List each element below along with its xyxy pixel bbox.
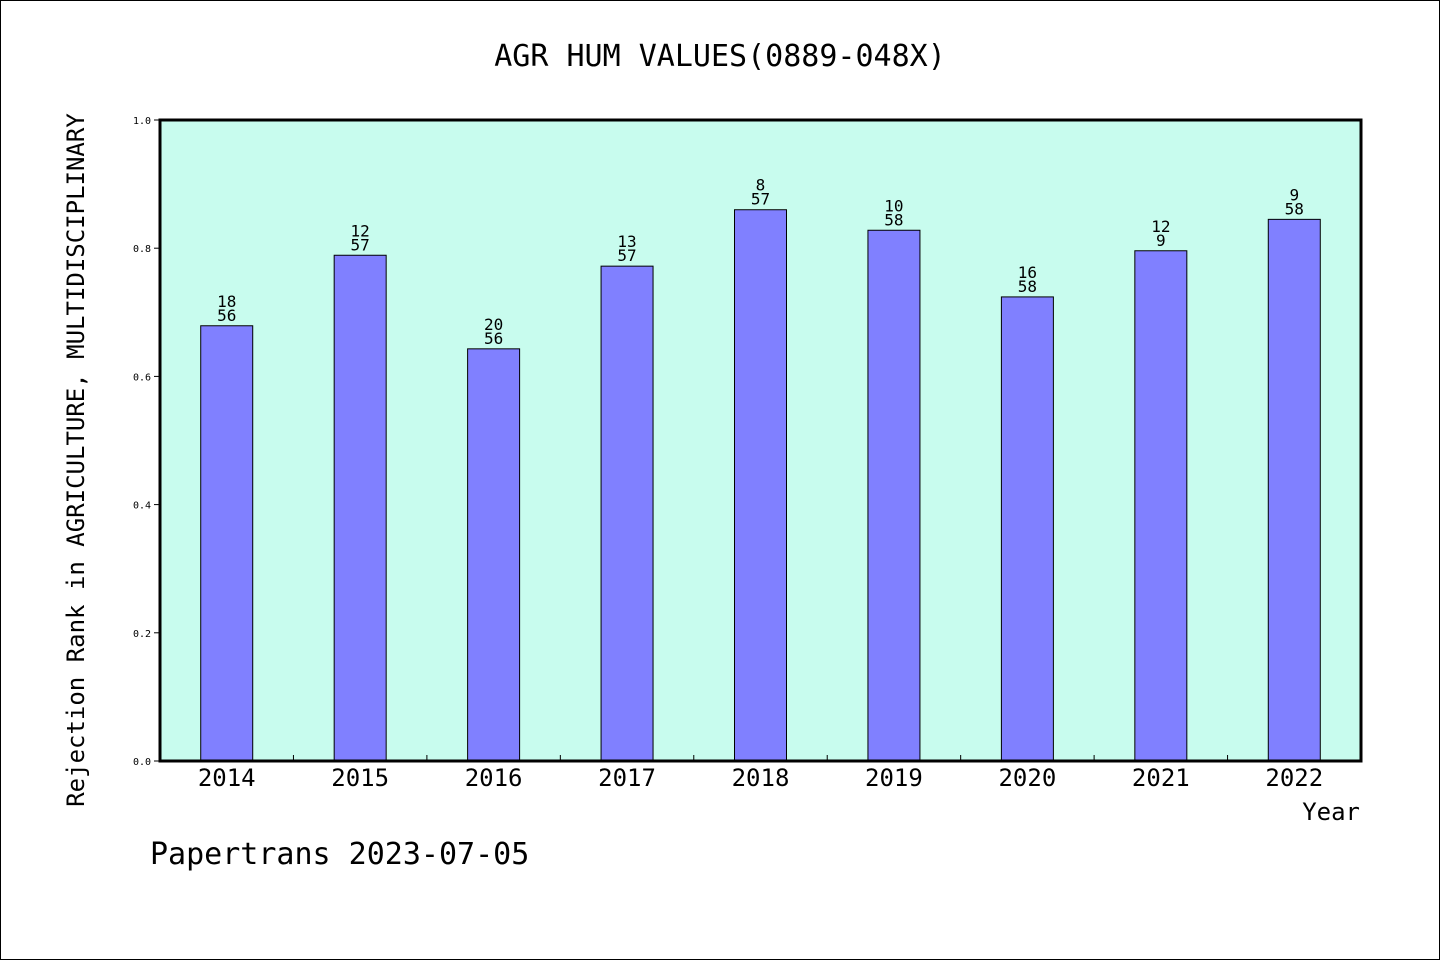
bar-2016 [467, 348, 521, 762]
x-tick-label: 2022 [1265, 764, 1323, 792]
x-tick-label: 2021 [1132, 764, 1190, 792]
x-tick-label: 2020 [998, 764, 1056, 792]
chart-title: AGR HUM VALUES(0889-048X) [494, 39, 946, 74]
bar-2022 [1267, 218, 1321, 762]
x-axis-label: Year [1302, 798, 1360, 826]
bar-2015 [333, 254, 387, 762]
x-tick-label: 2019 [865, 764, 923, 792]
bar-label-rank: 20 [484, 315, 503, 334]
bar-label-rank: 9 [1289, 185, 1299, 204]
bar-label-rank: 12 [1151, 217, 1170, 236]
bar-label-total: 9 [1156, 231, 1166, 250]
y-tick-label: 0.4 [133, 501, 151, 512]
bar-2017 [600, 265, 654, 762]
x-tick-label: 2018 [732, 764, 790, 792]
bar-2014 [200, 325, 254, 762]
bar-label-total: 58 [884, 210, 903, 229]
x-tick-label: 2017 [598, 764, 656, 792]
bar-label-total: 57 [351, 235, 370, 254]
plot-border [158, 118, 1363, 763]
bar-2019 [867, 229, 921, 762]
bar-label-rank: 12 [351, 221, 370, 240]
bar-2020 [1000, 296, 1054, 762]
x-tick-label: 2014 [198, 764, 256, 792]
bar-2018 [734, 209, 787, 762]
bar-label-total: 56 [484, 329, 503, 348]
y-tick-label: 0.6 [133, 372, 151, 383]
bar-label-rank: 18 [217, 292, 236, 311]
bar-label-total: 56 [217, 306, 236, 325]
y-tick-label: 0.0 [133, 757, 151, 768]
bar-label-total: 58 [1285, 199, 1304, 218]
x-tick-label: 2016 [465, 764, 523, 792]
footer-credit: Papertrans 2023-07-05 [150, 837, 529, 872]
bar-label-total: 57 [751, 190, 770, 209]
bar-2021 [1134, 250, 1188, 762]
bar-label-rank: 8 [756, 176, 766, 195]
x-tick-label: 2015 [331, 764, 389, 792]
bar-label-rank: 10 [884, 196, 903, 215]
bar-label-rank: 13 [617, 232, 636, 251]
y-tick-label: 0.2 [133, 629, 151, 640]
y-axis-label: Rejection Rank in AGRICULTURE, MULTIDISC… [62, 113, 90, 807]
bar-label-total: 58 [1018, 277, 1037, 296]
bar-label-rank: 16 [1018, 263, 1037, 282]
y-tick-label: 0.8 [133, 244, 151, 255]
y-tick-label: 1.0 [133, 116, 151, 127]
bar-label-total: 57 [617, 246, 636, 265]
